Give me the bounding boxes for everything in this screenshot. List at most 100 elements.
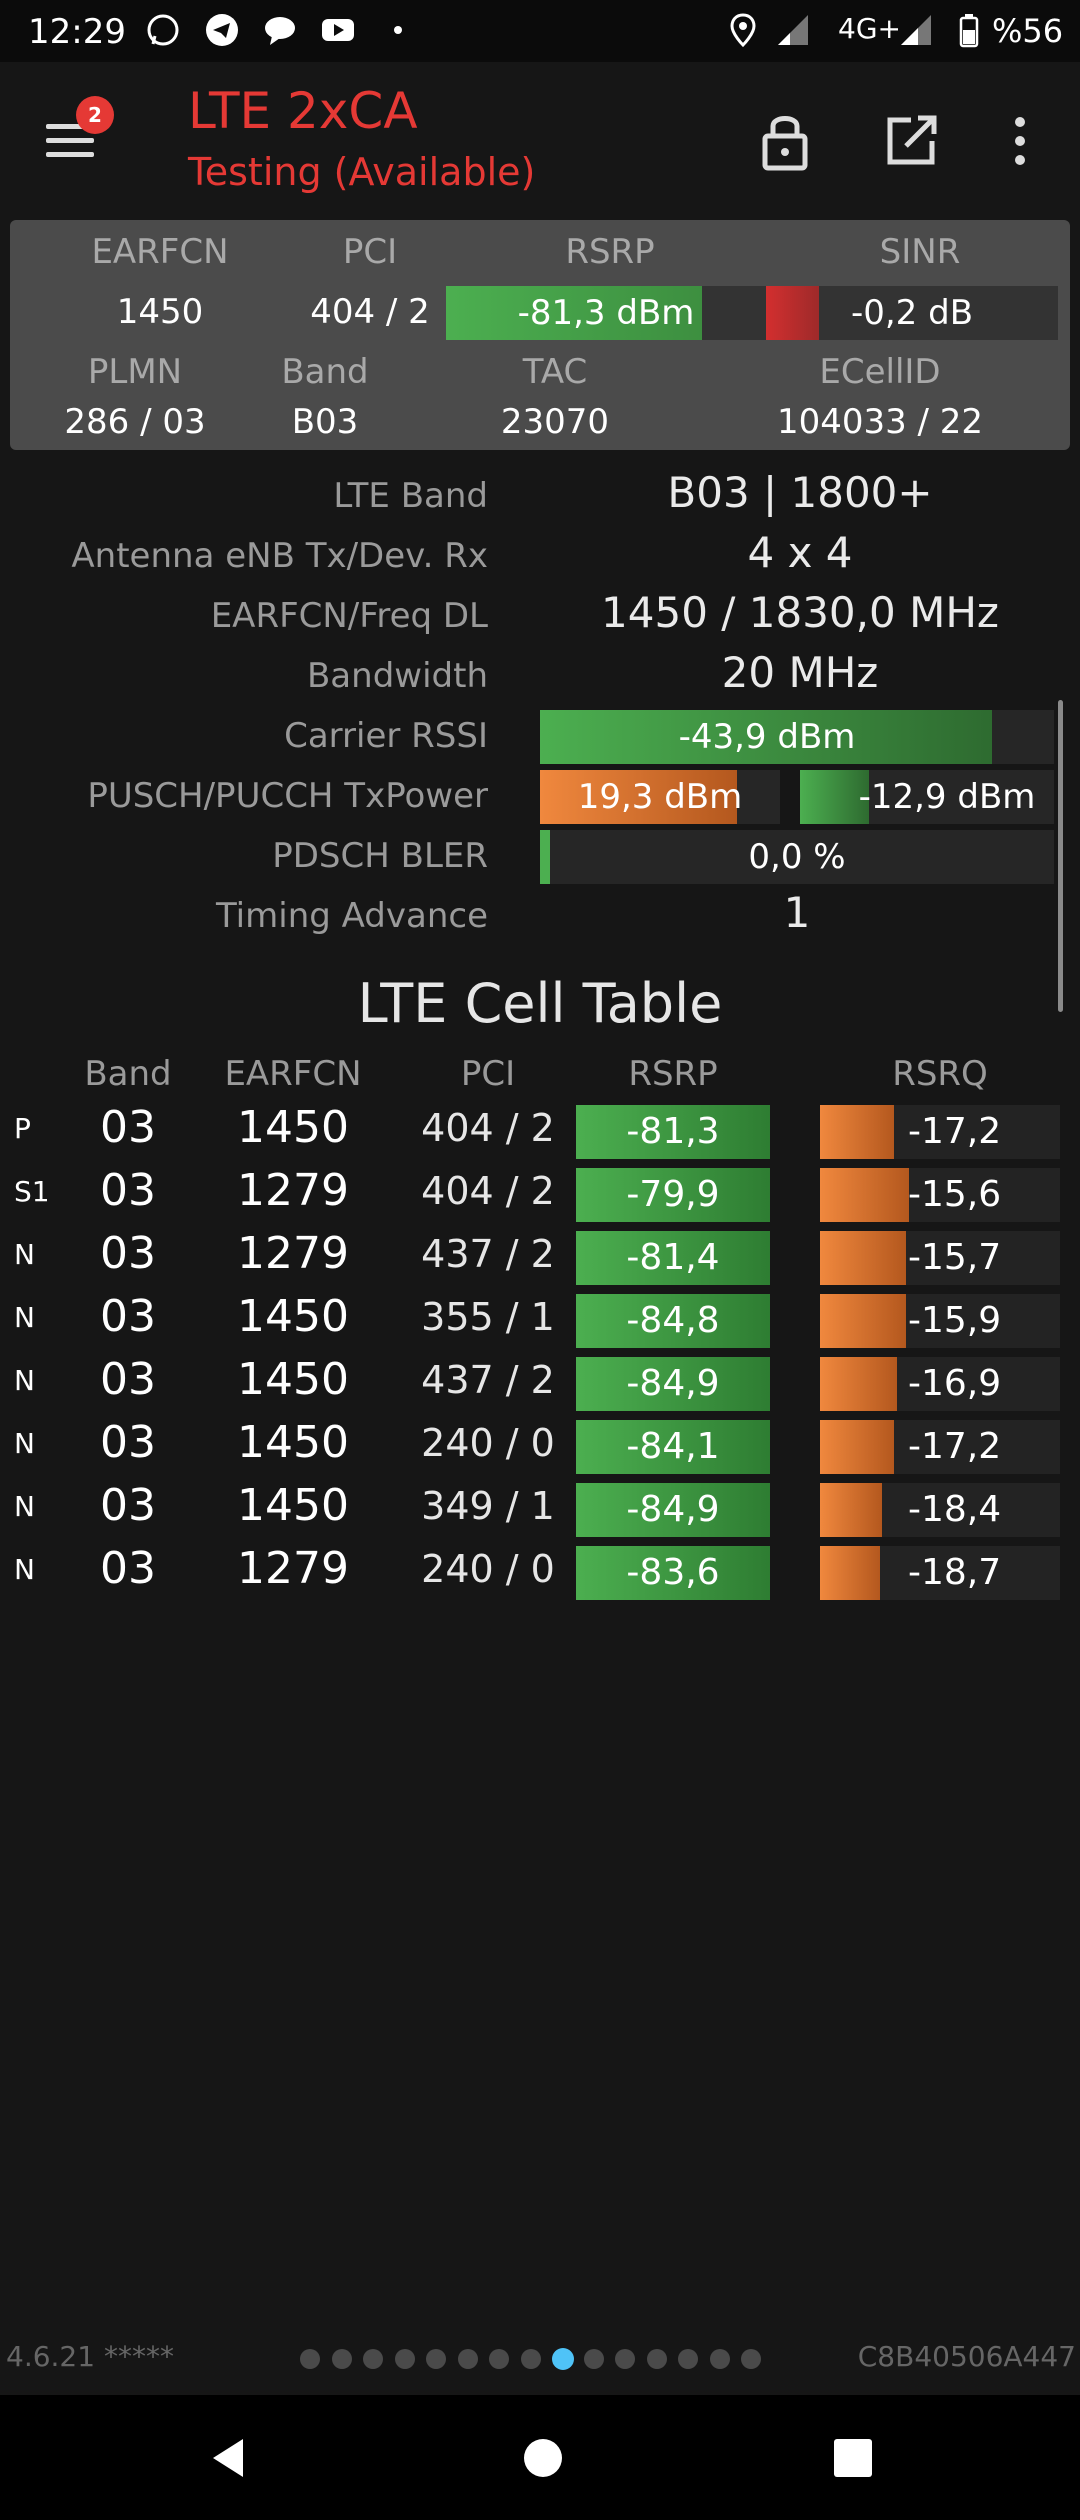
pucch-value: -12,9 dBm xyxy=(858,777,1036,817)
recents-icon[interactable] xyxy=(832,2437,874,2479)
cell-band: 03 xyxy=(100,1543,156,1594)
page-dot[interactable] xyxy=(457,2349,478,2369)
menu-button[interactable] xyxy=(40,110,100,170)
col-header-rsrp: RSRP xyxy=(628,1054,718,1094)
whatsapp-icon xyxy=(147,14,179,46)
cell-rsrp: -84,9 xyxy=(626,1363,720,1404)
rsrp-label: RSRP xyxy=(565,232,655,272)
cell-rsrq: -15,6 xyxy=(908,1174,1002,1215)
table-row: N 03 1450 437 / 2 -84,9 -16,9 xyxy=(0,1352,1080,1415)
cell-rsrp: -84,1 xyxy=(626,1426,720,1467)
cell-pci: 404 / 2 xyxy=(421,1106,555,1150)
cell-rsrp: -84,9 xyxy=(626,1489,720,1530)
location-icon xyxy=(730,13,756,48)
cell-earfcn: 1450 xyxy=(237,1480,349,1531)
cell-rsrq-fill xyxy=(820,1231,907,1285)
cell-type: N xyxy=(14,1364,35,1397)
cell-rsrp: -81,3 xyxy=(626,1111,720,1152)
scrollbar[interactable] xyxy=(1058,700,1063,1012)
cell-band: 03 xyxy=(100,1165,156,1216)
page-dot[interactable] xyxy=(520,2349,541,2369)
page-dot[interactable] xyxy=(363,2349,383,2369)
chat-icon xyxy=(265,17,295,45)
cell-table-title: LTE Cell Table xyxy=(357,972,723,1035)
cell-rsrp: -84,8 xyxy=(626,1300,720,1341)
page-dot[interactable] xyxy=(394,2349,415,2369)
band-value: B03 xyxy=(291,402,359,442)
cell-rsrq-fill xyxy=(820,1294,907,1348)
cell-rsrq-fill xyxy=(820,1420,895,1474)
pci-label: PCI xyxy=(342,232,398,272)
table-row: P 03 1450 404 / 2 -81,3 -17,2 xyxy=(0,1100,1080,1163)
page-dot[interactable] xyxy=(426,2349,446,2369)
cell-earfcn: 1450 xyxy=(237,1354,349,1405)
cell-rsrq-bar: -15,6 xyxy=(820,1168,1060,1222)
cell-rsrq-fill xyxy=(820,1357,897,1411)
sinr-meter: -0,2 dB xyxy=(766,286,1058,340)
lock-icon[interactable] xyxy=(750,106,820,176)
page-dot[interactable] xyxy=(300,2349,320,2369)
ta-value: 1 xyxy=(783,888,811,937)
page-dot[interactable] xyxy=(709,2349,730,2369)
cell-band: 03 xyxy=(100,1228,156,1279)
page-dot[interactable] xyxy=(331,2349,352,2369)
cell-type: N xyxy=(14,1490,35,1523)
cell-rsrp-bar: -84,9 xyxy=(576,1483,770,1537)
cell-earfcn: 1450 xyxy=(237,1291,349,1342)
device-id: C8B40506A447 xyxy=(857,2340,1076,2373)
table-row: N 03 1279 437 / 2 -81,4 -15,7 xyxy=(0,1226,1080,1289)
battery-level: %56 xyxy=(992,12,1064,50)
cell-rsrq: -18,4 xyxy=(908,1489,1002,1530)
table-row: S1 03 1279 404 / 2 -79,9 -15,6 xyxy=(0,1163,1080,1226)
lte-band-label: LTE Band xyxy=(333,476,488,516)
txpower-label: PUSCH/PUCCH TxPower xyxy=(87,776,488,816)
pusch-bar-fill xyxy=(540,770,737,824)
page-dot[interactable] xyxy=(741,2349,761,2369)
cell-pci: 349 / 1 xyxy=(421,1484,555,1528)
ecellid-value: 104033 / 22 xyxy=(776,402,984,442)
more-vert-icon[interactable] xyxy=(985,106,1055,176)
signal-icon xyxy=(778,15,808,45)
cell-rsrq: -15,7 xyxy=(908,1237,1002,1278)
cell-type: P xyxy=(14,1112,31,1145)
cell-type: N xyxy=(14,1553,35,1586)
open-external-icon[interactable] xyxy=(876,106,946,176)
cell-rsrp: -81,4 xyxy=(626,1237,720,1278)
cell-rsrq-bar: -15,7 xyxy=(820,1231,1060,1285)
app-title: LTE 2xCA xyxy=(188,82,418,140)
cell-earfcn: 1279 xyxy=(237,1228,349,1279)
freq-label: EARFCN/Freq DL xyxy=(210,596,488,636)
col-header-band: Band xyxy=(84,1054,172,1094)
col-header-earfcn: EARFCN xyxy=(224,1054,362,1094)
lte-band-value: B03 | 1800+ xyxy=(667,468,933,517)
cell-rsrq-fill xyxy=(820,1483,883,1537)
cell-rsrq-fill xyxy=(820,1546,880,1600)
cell-rsrq-bar: -17,2 xyxy=(820,1105,1060,1159)
antenna-value: 4 x 4 xyxy=(747,528,853,577)
signal-icon xyxy=(901,15,931,45)
page-dot[interactable] xyxy=(489,2349,509,2369)
home-icon[interactable] xyxy=(520,2435,566,2481)
cell-rsrp: -83,6 xyxy=(626,1552,720,1593)
table-row: N 03 1279 240 / 0 -83,6 -18,7 xyxy=(0,1541,1080,1604)
page-dot[interactable] xyxy=(678,2349,698,2369)
cell-earfcn: 1279 xyxy=(237,1543,349,1594)
page-dot[interactable] xyxy=(583,2349,604,2369)
cell-rsrp-bar: -84,9 xyxy=(576,1357,770,1411)
back-icon[interactable] xyxy=(205,2435,251,2481)
cell-earfcn: 1450 xyxy=(237,1102,349,1153)
cell-band: 03 xyxy=(100,1102,156,1153)
cell-rsrp-bar: -79,9 xyxy=(576,1168,770,1222)
bler-label: PDSCH BLER xyxy=(272,836,488,876)
cell-pci: 240 / 0 xyxy=(421,1421,555,1465)
status-time: 12:29 xyxy=(28,12,126,52)
cell-earfcn: 1450 xyxy=(237,1417,349,1468)
page-dot[interactable] xyxy=(646,2349,667,2369)
page-dot-active[interactable] xyxy=(552,2348,574,2370)
bler-bar: 0,0 % xyxy=(540,830,1054,884)
cell-pci: 355 / 1 xyxy=(421,1295,555,1339)
cell-rsrq: -16,9 xyxy=(908,1363,1002,1404)
page-dot[interactable] xyxy=(615,2349,635,2369)
antenna-label: Antenna eNB Tx/Dev. Rx xyxy=(71,536,488,576)
cell-rsrq-fill xyxy=(820,1105,895,1159)
